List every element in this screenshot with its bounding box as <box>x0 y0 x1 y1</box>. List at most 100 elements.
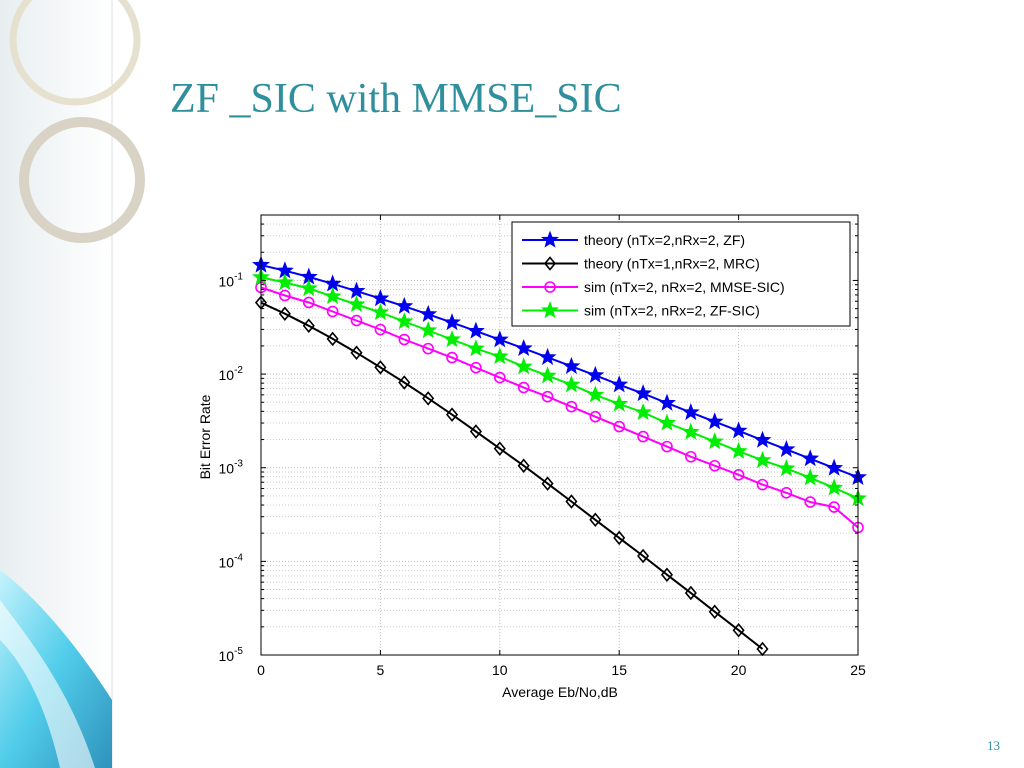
marker-star <box>466 339 485 357</box>
y-axis-label: Bit Error Rate <box>197 394 213 479</box>
marker-star <box>514 338 533 357</box>
marker-star <box>490 330 509 348</box>
marker-star <box>347 281 366 299</box>
tick-exponent: -1 <box>234 271 243 282</box>
tick-base: 10 <box>219 367 235 383</box>
marker-diamond <box>493 441 506 456</box>
marker-circle <box>446 351 458 364</box>
marker-diamond <box>445 407 459 422</box>
marker-star <box>658 393 676 411</box>
marker-star <box>634 402 653 421</box>
marker-circle <box>398 333 411 346</box>
marker-star <box>371 303 390 321</box>
marker-diamond <box>374 360 387 375</box>
marker-star <box>825 478 844 496</box>
marker-diamond <box>708 604 721 619</box>
marker-circle <box>637 430 649 443</box>
marker-circle <box>685 450 697 463</box>
marker-diamond <box>302 318 315 334</box>
marker-circle <box>661 440 673 453</box>
marker-circle <box>279 289 291 302</box>
x-tick-label: 25 <box>850 662 866 678</box>
legend-label: sim (nTx=2, nRx=2, MMSE-SIC) <box>584 279 785 295</box>
x-tick-label: 0 <box>257 662 265 678</box>
marker-circle <box>756 478 769 491</box>
marker-circle <box>350 314 363 327</box>
marker-star <box>538 366 557 384</box>
marker-circle <box>493 371 506 384</box>
legend-label: theory (nTx=2,nRx=2, ZF) <box>584 232 745 248</box>
marker-star <box>801 468 820 486</box>
marker-circle <box>613 420 626 433</box>
tick-base: 10 <box>219 273 235 289</box>
marker-star <box>395 312 414 330</box>
marker-diamond <box>469 424 482 439</box>
marker-star <box>514 357 533 375</box>
marker-star <box>729 421 748 439</box>
marker-star <box>586 385 605 403</box>
tick-exponent: -2 <box>234 365 243 376</box>
marker-star <box>562 375 581 393</box>
marker-circle <box>470 361 482 374</box>
deco-ring <box>19 117 145 243</box>
marker-star <box>681 422 700 440</box>
marker-circle <box>374 323 387 336</box>
x-tick-label: 15 <box>611 662 627 678</box>
marker-star <box>395 296 414 314</box>
marker-diamond <box>660 567 674 582</box>
marker-star <box>275 273 294 291</box>
marker-diamond <box>517 458 530 473</box>
marker-star <box>586 365 605 383</box>
marker-circle <box>565 400 578 413</box>
x-tick-label: 5 <box>377 662 385 678</box>
marker-star <box>681 402 700 421</box>
marker-star <box>347 295 366 313</box>
deco-wave <box>0 570 112 768</box>
marker-star <box>610 375 629 393</box>
marker-diamond <box>565 494 578 509</box>
tick-exponent: -5 <box>234 646 243 657</box>
marker-diamond <box>543 256 557 271</box>
marker-star <box>443 330 461 348</box>
marker-circle <box>422 342 434 355</box>
marker-diamond <box>350 345 363 360</box>
marker-diamond <box>589 512 602 528</box>
marker-diamond <box>732 622 745 638</box>
x-tick-label: 20 <box>731 662 747 678</box>
marker-star <box>705 432 724 450</box>
marker-circle <box>541 390 554 403</box>
marker-circle <box>589 410 602 423</box>
deco-ring <box>9 0 141 106</box>
marker-star <box>323 286 342 305</box>
y-tick-label: 10-1 <box>219 271 244 289</box>
legend-label: sim (nTx=2, nRx=2, ZF-SIC) <box>584 303 760 319</box>
series-line <box>261 301 764 650</box>
marker-star <box>777 459 796 477</box>
marker-star <box>753 430 772 448</box>
marker-star <box>562 356 581 374</box>
marker-star <box>443 313 461 331</box>
marker-star <box>729 441 748 459</box>
marker-star <box>541 230 559 248</box>
tick-base: 10 <box>219 648 235 664</box>
marker-star <box>801 449 820 467</box>
marker-star <box>658 413 676 431</box>
marker-star <box>466 321 485 339</box>
marker-star <box>299 279 318 297</box>
marker-star <box>825 458 844 476</box>
page-number: 13 <box>987 738 1000 753</box>
y-tick-label: 10-2 <box>219 365 244 383</box>
marker-diamond <box>541 476 554 491</box>
y-tick-label: 10-3 <box>219 459 244 477</box>
deco-wave <box>0 600 95 768</box>
slide-title: ZF _SIC with MMSE_SIC <box>170 76 622 122</box>
marker-circle <box>732 469 745 481</box>
y-tick-label: 10-4 <box>219 552 244 570</box>
marker-star <box>419 304 438 322</box>
tick-exponent: -3 <box>234 459 243 470</box>
marker-circle <box>804 496 817 508</box>
y-tick-label: 10-5 <box>219 646 244 664</box>
marker-star <box>610 394 629 412</box>
marker-diamond <box>278 306 291 321</box>
